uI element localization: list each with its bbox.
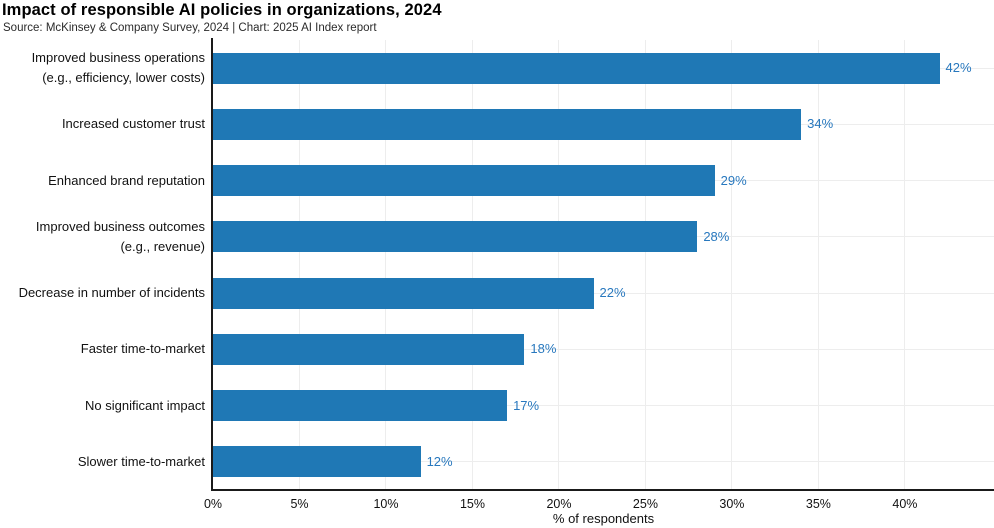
x-axis-line <box>211 489 994 491</box>
value-label: 17% <box>513 397 540 413</box>
category-label-line: Improved business outcomes <box>35 218 205 234</box>
category-label: No significant impact <box>0 396 205 416</box>
value-label: 42% <box>945 60 972 76</box>
vertical-gridline <box>385 40 387 490</box>
value-label: 12% <box>426 453 453 469</box>
y-axis-line <box>211 38 213 490</box>
x-tick-label: 40% <box>892 497 918 511</box>
vertical-gridline <box>471 40 473 490</box>
category-label-line: Improved business operations <box>31 50 205 66</box>
bar <box>213 52 940 84</box>
category-label-line: Faster time-to-market <box>80 341 205 357</box>
category-label-line: (e.g., efficiency, lower costs) <box>42 70 205 86</box>
category-label-line: Enhanced brand reputation <box>48 172 205 188</box>
category-label: Faster time-to-market <box>0 339 205 359</box>
category-label-line: Increased customer trust <box>61 116 205 132</box>
category-label: Enhanced brand reputation <box>0 171 205 191</box>
bar <box>213 390 508 422</box>
category-label: Decrease in number of incidents <box>0 283 205 303</box>
chart-source: Source: McKinsey & Company Survey, 2024 … <box>3 22 377 34</box>
value-label: 18% <box>530 341 557 357</box>
horizontal-gridline <box>213 405 994 407</box>
vertical-gridline <box>298 40 300 490</box>
category-label: Increased customer trust <box>0 114 205 134</box>
value-label: 34% <box>807 116 834 132</box>
value-label: 28% <box>703 228 730 244</box>
category-label-line: Decrease in number of incidents <box>18 285 205 301</box>
vertical-gridline <box>817 40 819 490</box>
category-label-line: Slower time-to-market <box>77 453 205 469</box>
x-tick-label: 5% <box>290 497 309 511</box>
value-label: 29% <box>720 172 747 188</box>
category-label: Improved business operations (e.g., effic… <box>0 48 205 88</box>
bar <box>213 277 594 309</box>
x-tick-label: 10% <box>373 497 399 511</box>
horizontal-gridline <box>213 292 994 294</box>
category-label-line: No significant impact <box>85 397 205 413</box>
bar <box>213 221 698 253</box>
x-axis-label: % of respondents <box>552 511 655 526</box>
vertical-gridline <box>731 40 733 490</box>
horizontal-gridline <box>213 461 994 463</box>
category-label: Slower time-to-market <box>0 452 205 472</box>
x-tick-label: 20% <box>546 497 572 511</box>
horizontal-gridline <box>213 348 994 350</box>
vertical-gridline <box>558 40 560 490</box>
vertical-gridline <box>904 40 906 490</box>
x-tick-label: 15% <box>459 497 485 511</box>
chart-title: Impact of responsible AI policies in org… <box>2 1 442 19</box>
x-tick-label: 0% <box>203 497 223 511</box>
category-label: Improved business outcomes (e.g., revenue… <box>0 217 205 257</box>
category-label-line: (e.g., revenue) <box>120 238 205 254</box>
x-tick-label: 35% <box>805 497 831 511</box>
bar <box>213 108 802 140</box>
bar <box>213 333 525 365</box>
vertical-gridline <box>644 40 646 490</box>
x-tick-label: 30% <box>719 497 745 511</box>
value-label: 22% <box>599 285 626 301</box>
bar <box>213 446 421 478</box>
x-tick-label: 25% <box>632 497 658 511</box>
bar <box>213 165 715 197</box>
